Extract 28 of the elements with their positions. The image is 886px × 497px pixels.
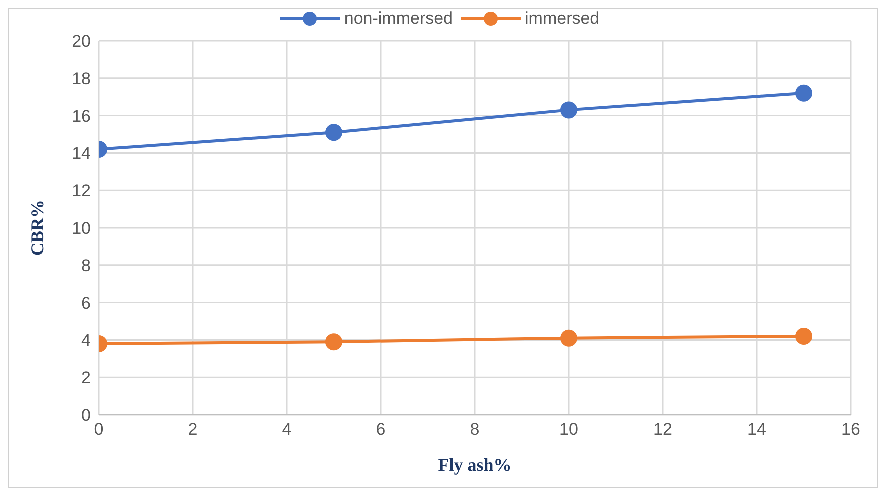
- point: [560, 330, 578, 347]
- x-tick-label: 16: [842, 420, 860, 440]
- x-tick-label: 8: [470, 420, 480, 440]
- y-axis-title: CBR%: [27, 200, 48, 256]
- x-tick-label: 6: [376, 420, 386, 440]
- y-tick-label: 18: [72, 69, 91, 88]
- point: [796, 84, 812, 102]
- y-tick-label: 16: [72, 106, 91, 126]
- legend-label: immersed: [525, 9, 600, 29]
- x-tick-label: 14: [748, 420, 766, 440]
- x-tick-label: 2: [188, 420, 198, 440]
- y-tick-label: 2: [82, 368, 91, 388]
- y-tick-label: 4: [82, 331, 91, 350]
- y-tick-label: 12: [72, 182, 91, 201]
- y-tick-label: 8: [82, 256, 91, 276]
- x-axis-title: Fly ash%: [438, 455, 512, 475]
- y-tick-label: 20: [72, 32, 91, 52]
- y-tick-label: 14: [72, 144, 91, 164]
- y-tick-label: 6: [82, 294, 91, 313]
- point: [796, 328, 812, 345]
- legend-label: non-immersed: [344, 9, 454, 29]
- point: [560, 102, 578, 119]
- x-tick-label: 4: [282, 420, 292, 440]
- y-tick-label: 0: [82, 406, 91, 426]
- x-tick-label: 12: [654, 420, 672, 440]
- x-tick-label: 0: [94, 420, 104, 440]
- x-tick-label: 10: [560, 420, 578, 440]
- y-tick-label: 10: [72, 219, 91, 238]
